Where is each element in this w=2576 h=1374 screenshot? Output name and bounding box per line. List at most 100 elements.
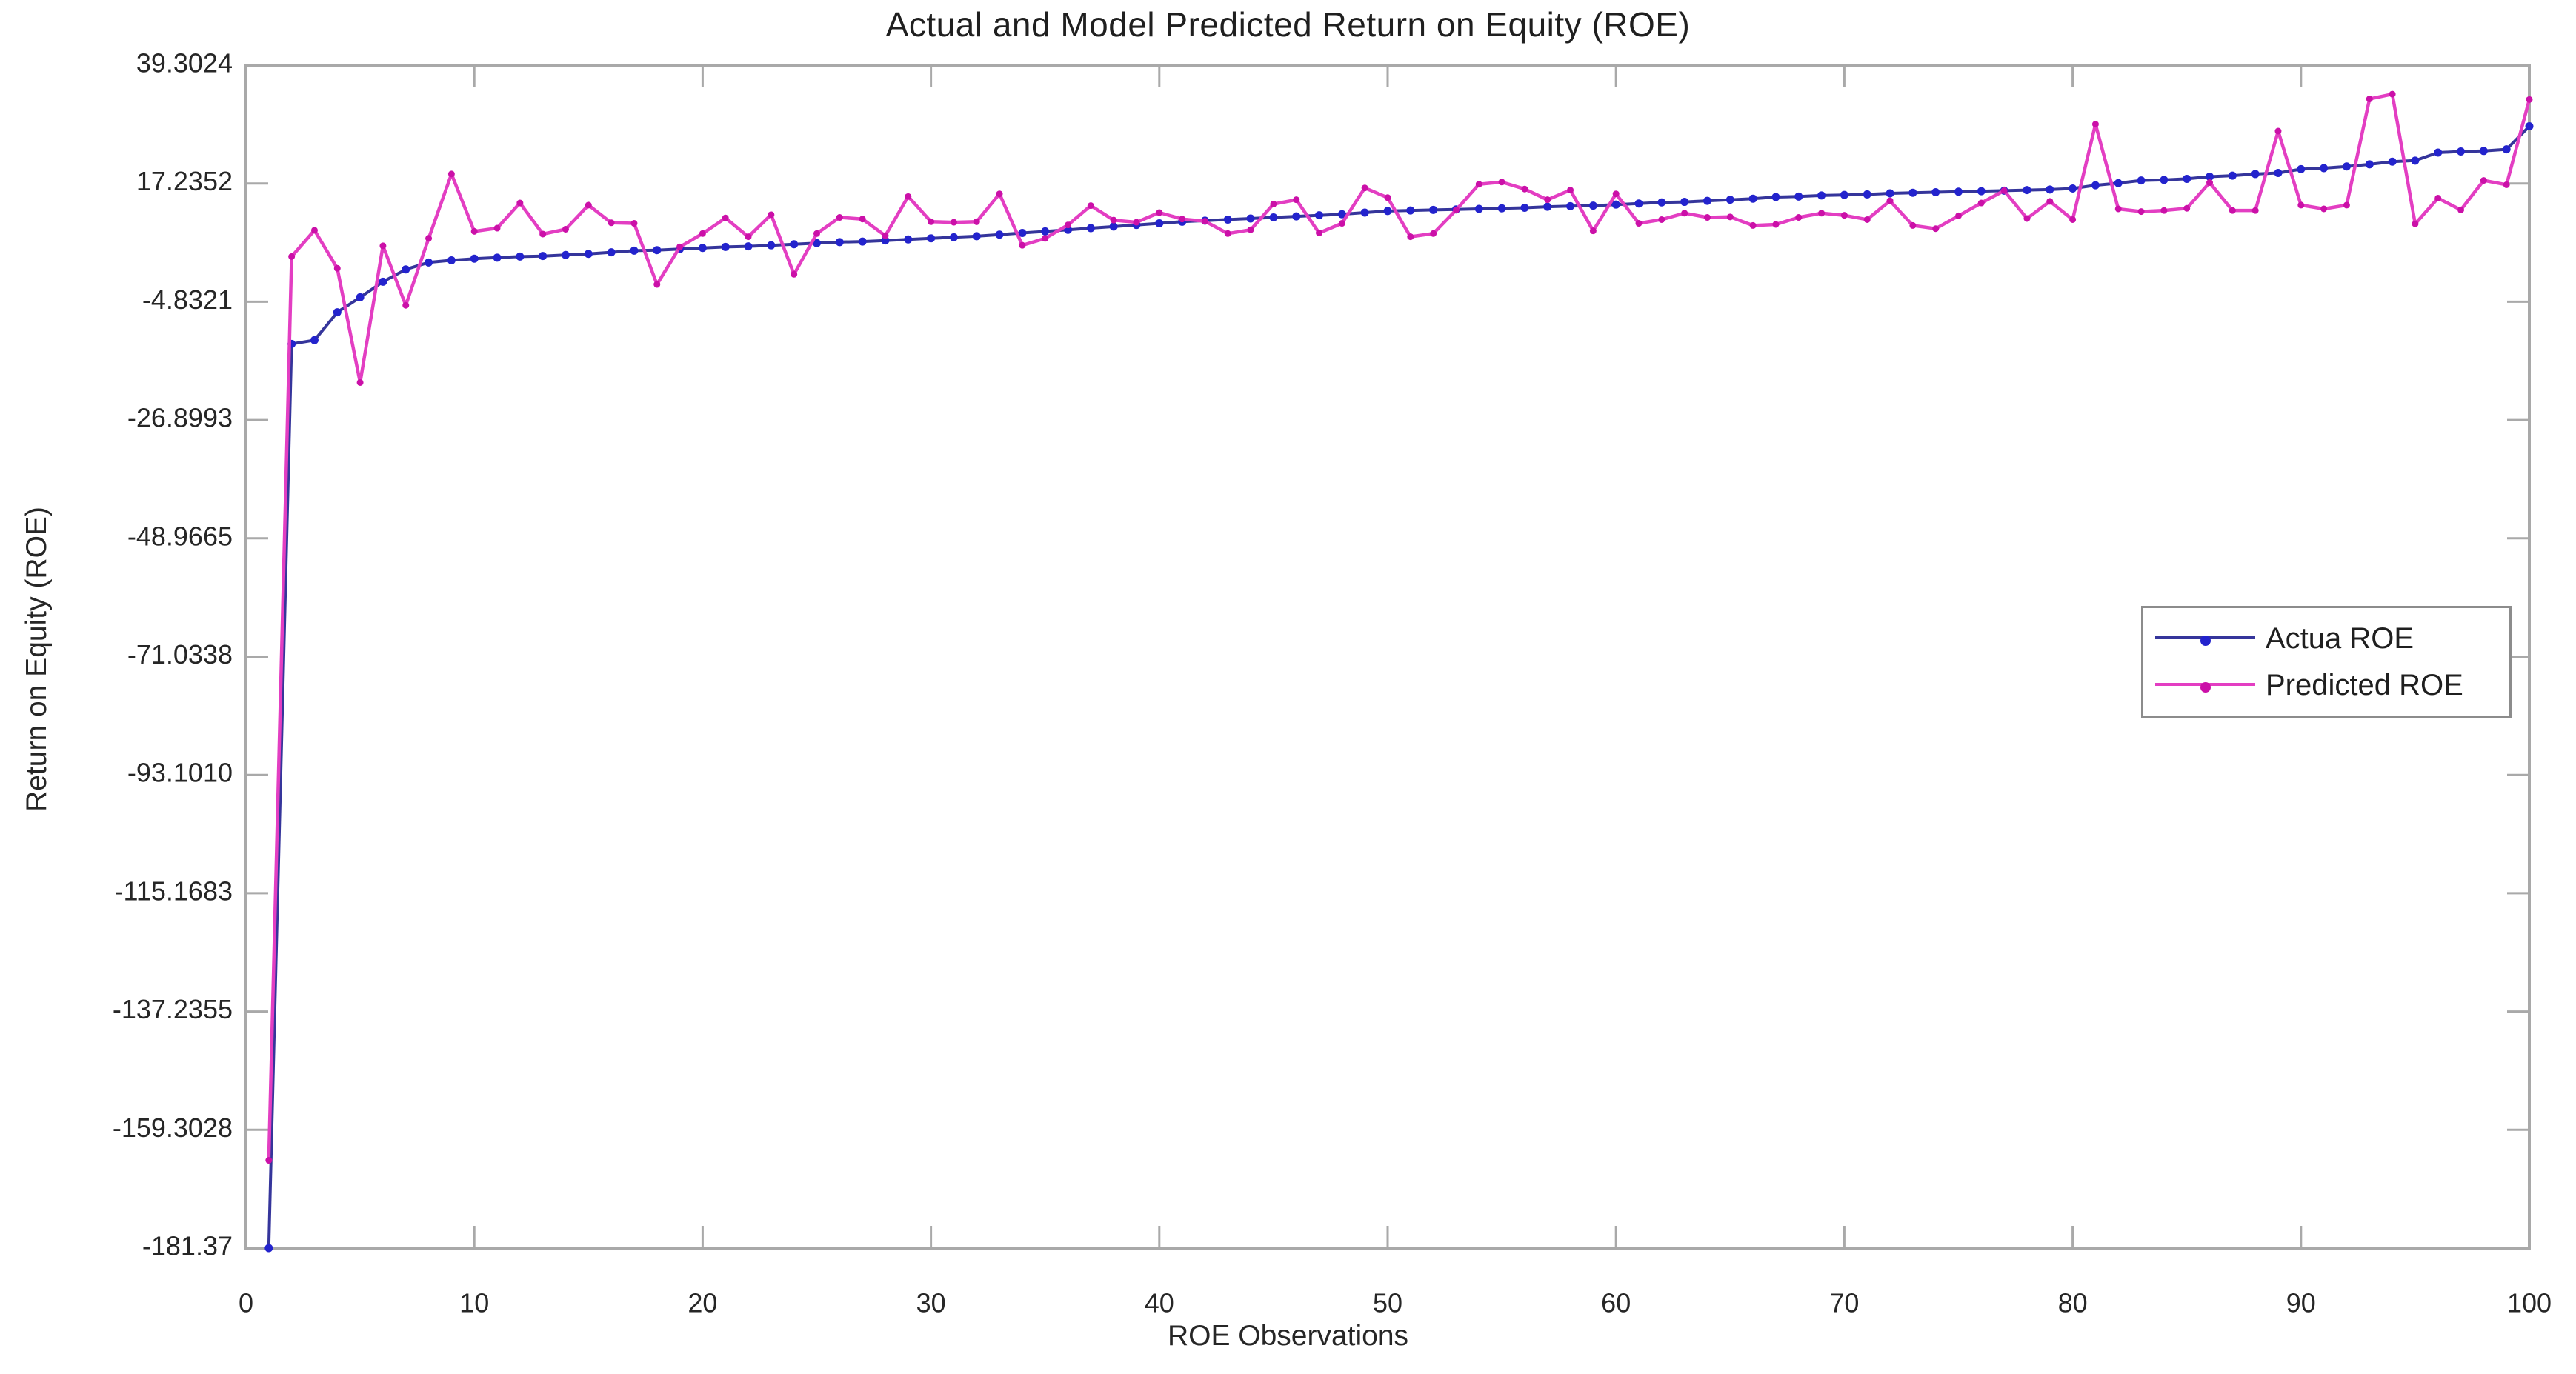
predicted-roe-line-marker [996,190,1003,198]
predicted-roe-line-marker [310,227,318,234]
actual-roe-line-marker [2206,173,2214,181]
predicted-roe-line-marker [2251,207,2259,214]
predicted-roe-line-marker [585,201,592,209]
actual-roe-line-marker [516,252,525,261]
predicted-roe-line-marker [2229,207,2236,214]
predicted-roe-line-marker [676,243,684,250]
actual-roe-line-marker [790,240,799,249]
predicted-roe-line-marker [1133,219,1140,226]
predicted-roe-line-marker [2320,205,2328,213]
actual-roe-line-marker [972,232,981,241]
predicted-roe-line-marker [402,301,410,309]
legend-item-predicted: Predicted ROE [2155,669,2509,702]
actual-roe-line-marker [835,238,844,247]
predicted-roe-line-marker [745,233,752,241]
actual-roe-line-marker [2411,156,2420,165]
actual-roe-line-marker [2137,176,2146,185]
predicted-roe-line-marker [1818,210,1826,217]
actual-roe-line-marker [2251,170,2260,179]
actual-roe-line-marker [1018,229,1027,238]
predicted-roe-line-marker [2114,205,2122,213]
chart-title: Actual and Model Predicted Return on Equ… [885,5,1691,44]
actual-roe-line-marker [2320,164,2329,173]
predicted-roe-line-marker [1361,184,1368,192]
predicted-roe-line-marker [1840,212,1848,219]
actual-roe-line-marker [2502,145,2511,154]
actual-roe-line-marker [1817,191,1826,200]
actual-roe-line-marker [2365,160,2374,169]
actual-roe-line-marker [1634,199,1643,208]
actual-roe-line-marker [1383,207,1392,216]
predicted-roe-line-marker [379,242,387,250]
predicted-roe-line-marker [2206,179,2214,187]
predicted-roe-line-marker [1681,210,1688,217]
predicted-roe-line-marker [1201,218,1208,225]
actual-roe-line-marker [561,250,570,259]
y-tick-label: -71.0338 [127,639,233,670]
predicted-roe-line-marker [1316,230,1323,237]
x-tick-label: 80 [2058,1287,2088,1318]
actual-roe-line-marker [2525,122,2534,131]
y-tick-label: -93.1010 [127,758,233,788]
predicted-roe-line-marker [1909,221,1917,229]
predicted-roe-line-marker [928,218,935,225]
predicted-roe-line-marker [1019,241,1026,249]
x-tick-label: 10 [459,1287,489,1318]
actual-roe-line-marker [1680,198,1689,207]
predicted-roe-line [267,92,2532,1161]
x-tick-label: 20 [688,1287,717,1318]
actual-roe-line-marker [1840,190,1848,199]
actual-roe-line-marker [1429,205,1438,214]
actual-roe-line-marker [2297,164,2306,173]
predicted-roe-line-marker [950,219,957,226]
actual-roe-line-marker [2091,181,2100,190]
actual-roe-line-marker [539,252,548,261]
predicted-roe-line-marker [1521,185,1528,193]
actual-roe-line-marker [493,253,502,262]
actual-roe-line-marker [1269,213,1278,222]
predicted-roe-line-marker [1635,220,1643,227]
actual-roe-line-marker [1246,214,1255,223]
predicted-roe-line-marker [2069,216,2077,223]
x-tick-label: 50 [1373,1287,1402,1318]
actual-roe-line-marker [1497,204,1506,213]
x-tick-label: 30 [916,1287,946,1318]
actual-roe-line-marker [1611,200,1620,209]
predicted-roe-line-marker [2412,220,2419,227]
actual-roe-line-marker [2434,148,2443,157]
actual-roe-line-marker [1771,193,1780,201]
actual-line-swatch [2155,635,2255,646]
actual-roe-line-marker [721,242,730,251]
predicted-roe-line-marker [1612,190,1620,198]
actual-roe-line-marker [607,248,616,257]
predicted-roe-line-marker [1589,227,1597,235]
predicted-marker-dot [2200,681,2211,693]
actual-roe-line-marker [1863,190,1871,199]
predicted-roe-line-marker [2160,207,2168,214]
predicted-roe-line-marker [882,232,889,239]
actual-roe-line-marker [1748,194,1757,203]
predicted-roe-line-marker [1452,206,1460,213]
predicted-roe-line-marker [333,264,341,272]
predicted-roe-line-marker [2297,201,2305,209]
predicted-roe-line-marker [1955,212,1962,219]
predicted-roe-line-marker [1703,214,1711,221]
actual-roe-line-marker [881,236,890,245]
actual-roe-line-marker [1155,219,1164,228]
predicted-roe-line-marker [516,199,524,207]
x-axis-label: ROE Observations [1167,1320,1409,1352]
predicted-roe-line-marker [1156,209,1163,216]
legend: Actua ROE Predicted ROE [2141,606,2512,718]
actual-roe-line-marker [333,308,342,317]
actual-roe-line-marker [1954,187,1963,196]
predicted-roe-line-marker [1498,179,1505,186]
x-tick-label: 60 [1601,1287,1631,1318]
x-tick-label: 70 [1829,1287,1859,1318]
predicted-roe-line-marker [1475,181,1482,188]
actual-roe-line-marker [767,241,776,250]
actual-roe-line-marker [813,239,821,247]
predicted-roe-line-marker [356,378,364,386]
predicted-roe-line-marker [813,230,820,237]
